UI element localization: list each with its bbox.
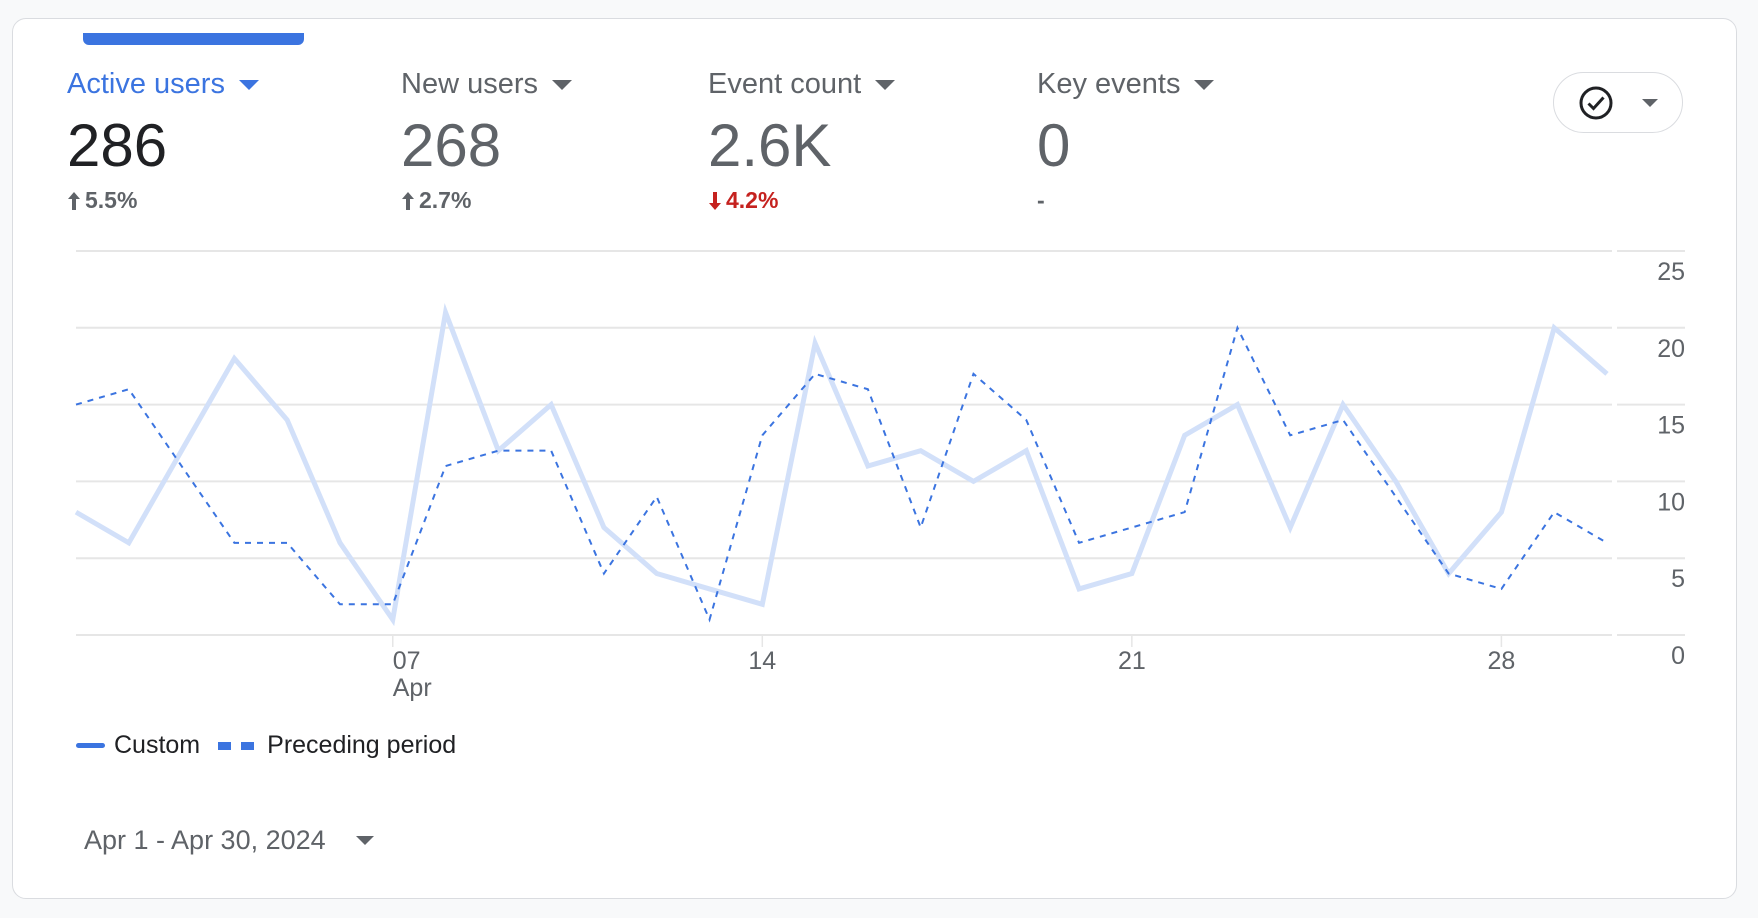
metric-label: Active users <box>67 68 225 100</box>
metric-change-value: 2.7% <box>419 187 472 213</box>
y-tick-label: 25 <box>1657 258 1685 286</box>
metric-selector[interactable]: Active users <box>67 68 259 101</box>
check-circle-icon <box>1579 86 1613 119</box>
chevron-down-icon <box>875 79 896 90</box>
y-tick-label: 0 <box>1671 642 1685 670</box>
legend-preceding-label: Preceding period <box>267 731 457 759</box>
x-tick-label: 21 <box>1118 647 1146 675</box>
arrow-up-icon <box>68 191 80 210</box>
metric-new-users: New users 268 2.7% <box>401 68 572 214</box>
x-tick-label: 28 <box>1488 647 1516 675</box>
chevron-down-icon <box>355 836 374 845</box>
date-range-selector[interactable]: Apr 1 - Apr 30, 2024 <box>84 825 374 856</box>
metric-event-count: Event count 2.6K 4.2% <box>708 68 896 214</box>
y-tick-label: 15 <box>1657 412 1685 440</box>
metric-value: 0 <box>1037 112 1071 179</box>
y-tick-label: 20 <box>1657 335 1685 363</box>
x-tick-label: 07 <box>393 647 421 675</box>
chevron-down-icon <box>552 79 572 90</box>
chevron-down-icon <box>238 79 259 90</box>
legend-solid-line-icon <box>76 743 105 748</box>
metric-change: - <box>1037 187 1214 214</box>
metric-change: 4.2% <box>708 187 895 214</box>
legend-custom-label: Custom <box>114 731 201 759</box>
compare-toggle-button[interactable] <box>1553 72 1683 133</box>
metric-value: 268 <box>401 112 502 179</box>
metric-change-value: - <box>1037 187 1045 213</box>
chevron-down-icon <box>1194 79 1215 90</box>
series-line-custom <box>74 303 1609 627</box>
metric-change: 2.7% <box>401 187 572 214</box>
arrow-up-icon <box>402 191 414 210</box>
metric-label: Event count <box>708 68 862 100</box>
metric-active-users: Active users 286 5.5% <box>67 68 259 214</box>
metric-selector[interactable]: New users <box>401 68 572 101</box>
metric-value: 286 <box>67 112 168 179</box>
chart-legend: Custom Preceding period <box>76 731 456 760</box>
series-line-preceding-period <box>75 325 1608 623</box>
x-tick-label: 14 <box>748 647 776 675</box>
metric-change: 5.5% <box>67 187 259 214</box>
metric-value: 2.6K <box>708 112 832 179</box>
metric-selector[interactable]: Event count <box>708 68 896 101</box>
selected-tab-indicator <box>83 33 304 45</box>
y-tick-label: 5 <box>1671 565 1685 593</box>
arrow-down-icon <box>709 191 721 210</box>
metric-key-events: Key events 0 - <box>1037 68 1215 214</box>
x-tick-sublabel: Apr <box>393 674 432 702</box>
y-tick-label: 10 <box>1657 488 1685 516</box>
metric-label: New users <box>401 68 538 100</box>
date-range-label: Apr 1 - Apr 30, 2024 <box>84 825 326 855</box>
metric-label: Key events <box>1037 68 1181 100</box>
metric-change-value: 5.5% <box>85 187 138 213</box>
chevron-down-icon <box>1642 98 1658 107</box>
metric-change-value: 4.2% <box>726 187 779 213</box>
overview-card <box>12 18 1737 899</box>
legend-dashed-line-icon <box>218 741 255 750</box>
metric-selector[interactable]: Key events <box>1037 68 1215 101</box>
